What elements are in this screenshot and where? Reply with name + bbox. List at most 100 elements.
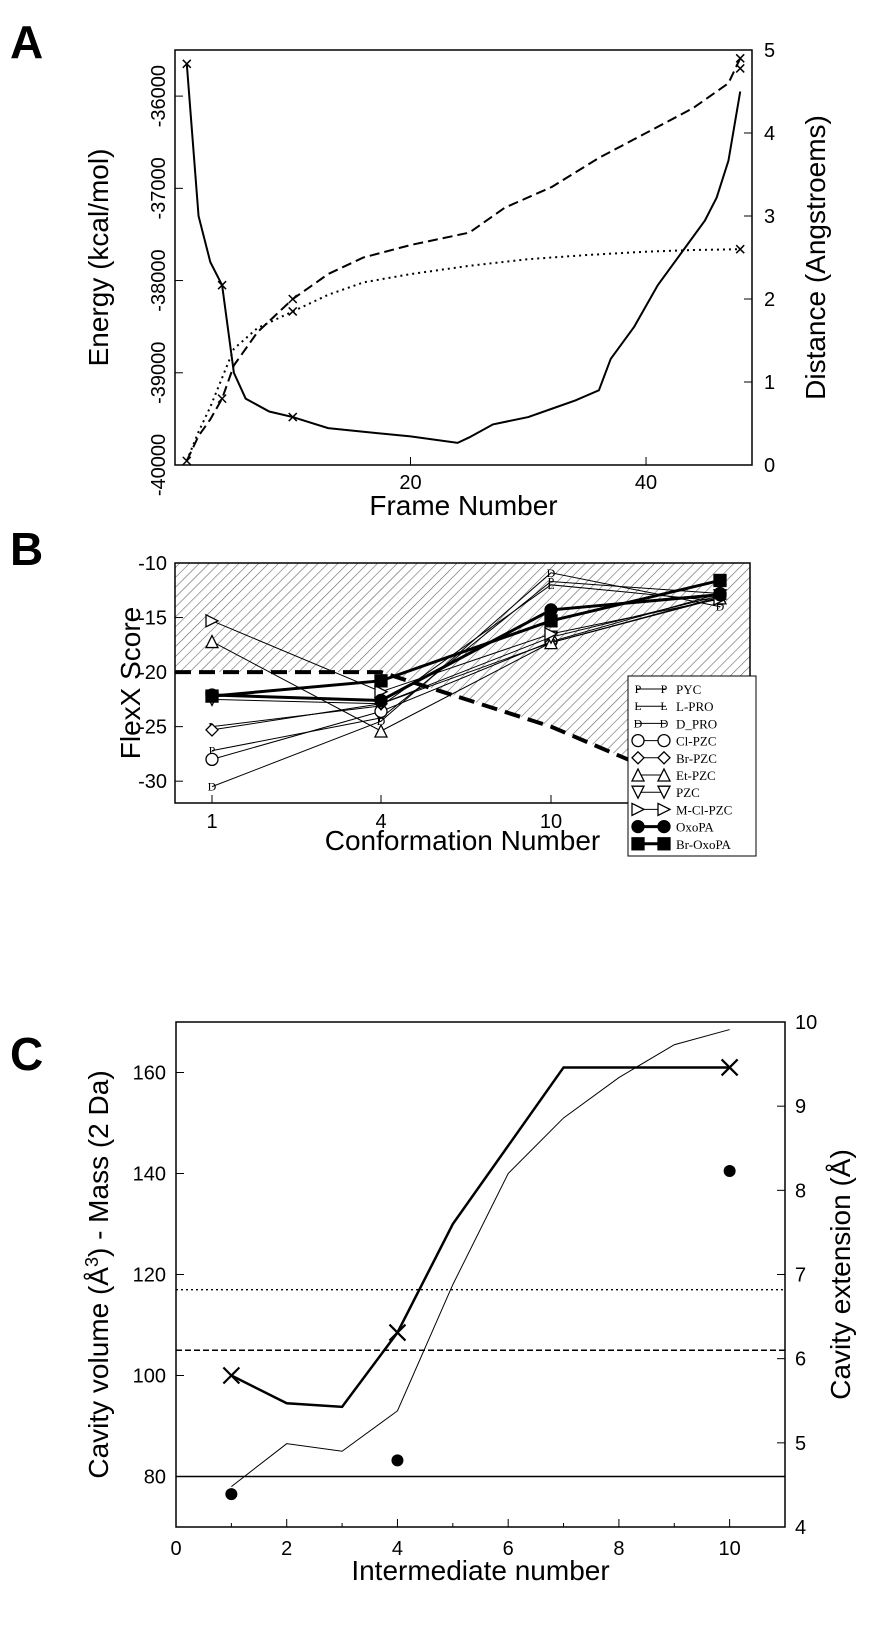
panel-a-marker-dashed-b [288,294,298,304]
panel-c-ylabel-sup: 3 [82,1257,102,1267]
panel-c-ylabel: Cavity volume (Å3) - Mass (2 Da) [82,1070,114,1478]
panel-a-series-dashed [185,57,742,462]
panel-b-series-br-oxopa-point [544,614,558,628]
panel-a-marker-solid [217,280,227,290]
panel-a-y2tick-label: 1 [764,372,775,394]
panel-a-ylabel: Energy (kcal/mol) [83,149,114,367]
panel-b-ytick-label: -25 [138,717,167,739]
panel-b-series-oxopa-line [211,593,721,702]
panel-a-marker-dashed-b [735,53,745,63]
panel-b-legend-marker [657,819,671,834]
panel-c-xtick-label: 8 [613,1538,624,1560]
panel-a-marker-dotted [735,244,745,254]
panel-b-ytick-label: -20 [138,662,167,684]
panel-a-frame [174,49,753,466]
panel-c-y2tick-label: 4 [795,1517,806,1539]
panel-b-series-et-pzc-point [373,723,389,738]
panel-a-marker-solid-b [217,280,227,290]
panel-c-cross-marker-b [388,1323,407,1342]
panel-c-ytick-label: 80 [144,1467,166,1489]
panel-c-y2tick-label: 7 [795,1265,806,1287]
panel-b-legend-label: D_PRO [676,716,717,731]
panel-b-legend-marker [656,767,672,782]
panel-a-marker-dashed-b [217,394,227,404]
panel-a-xlabel: Frame Number [369,490,557,521]
panel-c-xtick-label: 2 [281,1538,292,1560]
panel-c-y2tick-label: 5 [795,1433,806,1455]
panel-b-legend-marker: P [661,682,668,696]
panel-b-series-et-pzc-point [204,634,220,649]
panel-a-series-solid [185,63,742,444]
panel-b-legend-marker: L [634,699,641,713]
panel-c-y2label: Cavity extension (Å) [825,1149,856,1400]
panel-a-marker-solid [288,412,298,422]
panel-b-legend: P P PYC L L L-PRO D D D_PRO Cl-PZC Br-PZC Et-PZC PZC… [627,675,757,857]
panel-a-marker-dashed [735,53,745,63]
panel-b-series-l-pro-line [211,584,721,728]
panel-b-legend-marker [631,750,645,765]
panel-b-series-d-pro-point: D [208,780,217,794]
panel-b-ytick-label: -10 [138,553,167,575]
panel-c: C 0 2 4 6 8 10 80 100 120 140 160 4 5 6 7 8 9 10 Intermedia… [10,1012,856,1586]
panel-c-thick-line [230,1066,730,1409]
panel-a-ytick-label: -38000 [148,249,170,311]
panel-c-xlabel: Intermediate number [351,1555,609,1586]
panel-a-y2tick-label: 4 [764,123,775,145]
panel-c-frame [175,1021,786,1528]
panel-b-series-cl-pzc-point [205,752,219,767]
panel-b-legend-marker [630,767,646,782]
panel-a-xtick-label: 20 [399,472,421,494]
panel-a-letter: A [10,16,43,68]
panel-b-series-br-oxopa-line [211,578,721,698]
panel-c-y2tick-label: 6 [795,1349,806,1371]
panel-c-ytick-label: 100 [133,1366,166,1388]
panel-a-marker-solid-b [288,412,298,422]
panel-b-series-br-oxopa-point [205,689,219,703]
panel-b-legend-marker [631,819,645,834]
panel-c-dot [723,1164,736,1177]
panel-c-ytick-label: 160 [133,1063,166,1085]
panel-b-series-br-pzc-point [205,722,219,737]
panel-a-y2label: Distance (Angstroems) [800,115,831,400]
panel-a-marker-dotted-b [735,244,745,254]
panel-a-y2tick-label: 3 [764,206,775,228]
panel-a-marker-solid [182,59,192,69]
panel-b-series-et-pzc-line [211,597,721,732]
panel-b-series-d-pro-line [211,572,721,788]
panel-b-legend-marker [657,802,672,817]
panel-c-cross-marker [222,1366,241,1385]
panel-c-ytick-label: 140 [133,1164,166,1186]
panel-b-series-br-pzc-line [211,596,721,731]
panel-b-legend-marker [657,733,671,748]
panel-a-ytick-label: -39000 [148,342,170,404]
panel-b-series-oxopa-point [713,587,727,602]
panel-b-series-d-pro-point: D [377,714,386,728]
panel-c-ylabel-suffix: ) - Mass (2 Da) [83,1070,114,1257]
panel-c-xtick-label: 4 [392,1538,403,1560]
panel-b-legend-label: Et-PZC [676,768,716,783]
panel-b-legend-label: Cl-PZC [676,734,716,749]
panel-c-ylabel-prefix: Cavity volume ( [83,1285,114,1479]
panel-c-cross-marker-b [222,1366,241,1385]
panel-c-cross-marker [388,1323,407,1342]
panel-b-legend-marker [657,837,671,851]
panel-b-legend-label: Br-OxoPA [676,837,731,852]
panel-b-legend-marker [656,785,672,800]
panel-a-series-dotted [185,248,741,462]
panel-b-xtick-label: 4 [375,811,386,833]
panel-b-xlabel: Conformation Number [325,825,600,856]
panel-b-ytick-label: -15 [138,608,167,630]
panel-a-ytick-label: -36000 [148,65,170,127]
panel-c-dot [391,1454,404,1467]
panel-b-legend-label: OxoPA [676,820,714,835]
panel-a-marker-solid-b [735,63,745,73]
panel-b-legend-marker [631,802,646,817]
panel-b-legend-marker [631,733,645,748]
panel-b-series-m-cl-pzc-point [544,626,559,641]
panel-b-legend-marker [631,837,645,851]
panel-b-legend-label: M-Cl-PZC [676,802,732,817]
panel-c-y2tick-label: 8 [795,1180,806,1202]
panel-a-marker-dotted [288,306,298,316]
panel-b-legend-marker [630,785,646,800]
panel-b-legend-marker: P [635,682,642,696]
